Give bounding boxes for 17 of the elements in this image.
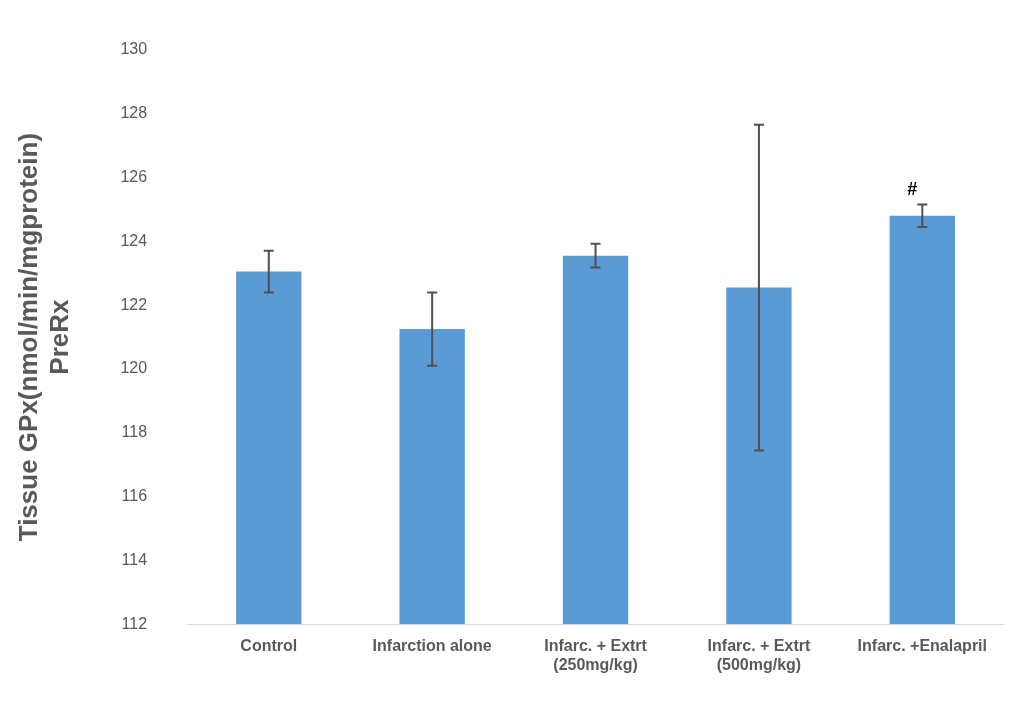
y-tick-label: 112 [121, 615, 148, 633]
y-tick-label: 122 [120, 295, 148, 313]
y-tick-label: 128 [120, 103, 148, 121]
x-tick-label: Infarc. +Enalapril [857, 636, 987, 654]
y-tick-label: 114 [121, 551, 148, 569]
y-axis-title: Tissue GPx(nmol/min/mgprotein) PreRx [12, 132, 74, 542]
x-tick-label: Control [240, 636, 298, 654]
y-tick-label: 124 [120, 231, 148, 249]
x-tick-label: Infarction alone [372, 636, 492, 654]
x-tick-label: Infarc. + Extrt (250mg/kg) [544, 636, 648, 673]
y-tick-label: 120 [120, 359, 148, 377]
y-tick-label: 130 [120, 40, 148, 58]
y-tick-label: 116 [121, 487, 148, 505]
annotation: # [907, 179, 918, 200]
y-tick-label: 126 [120, 167, 148, 185]
x-tick-label: Infarc. + Extrt (500mg/kg) [707, 636, 811, 673]
y-tick-label: 118 [121, 423, 148, 441]
